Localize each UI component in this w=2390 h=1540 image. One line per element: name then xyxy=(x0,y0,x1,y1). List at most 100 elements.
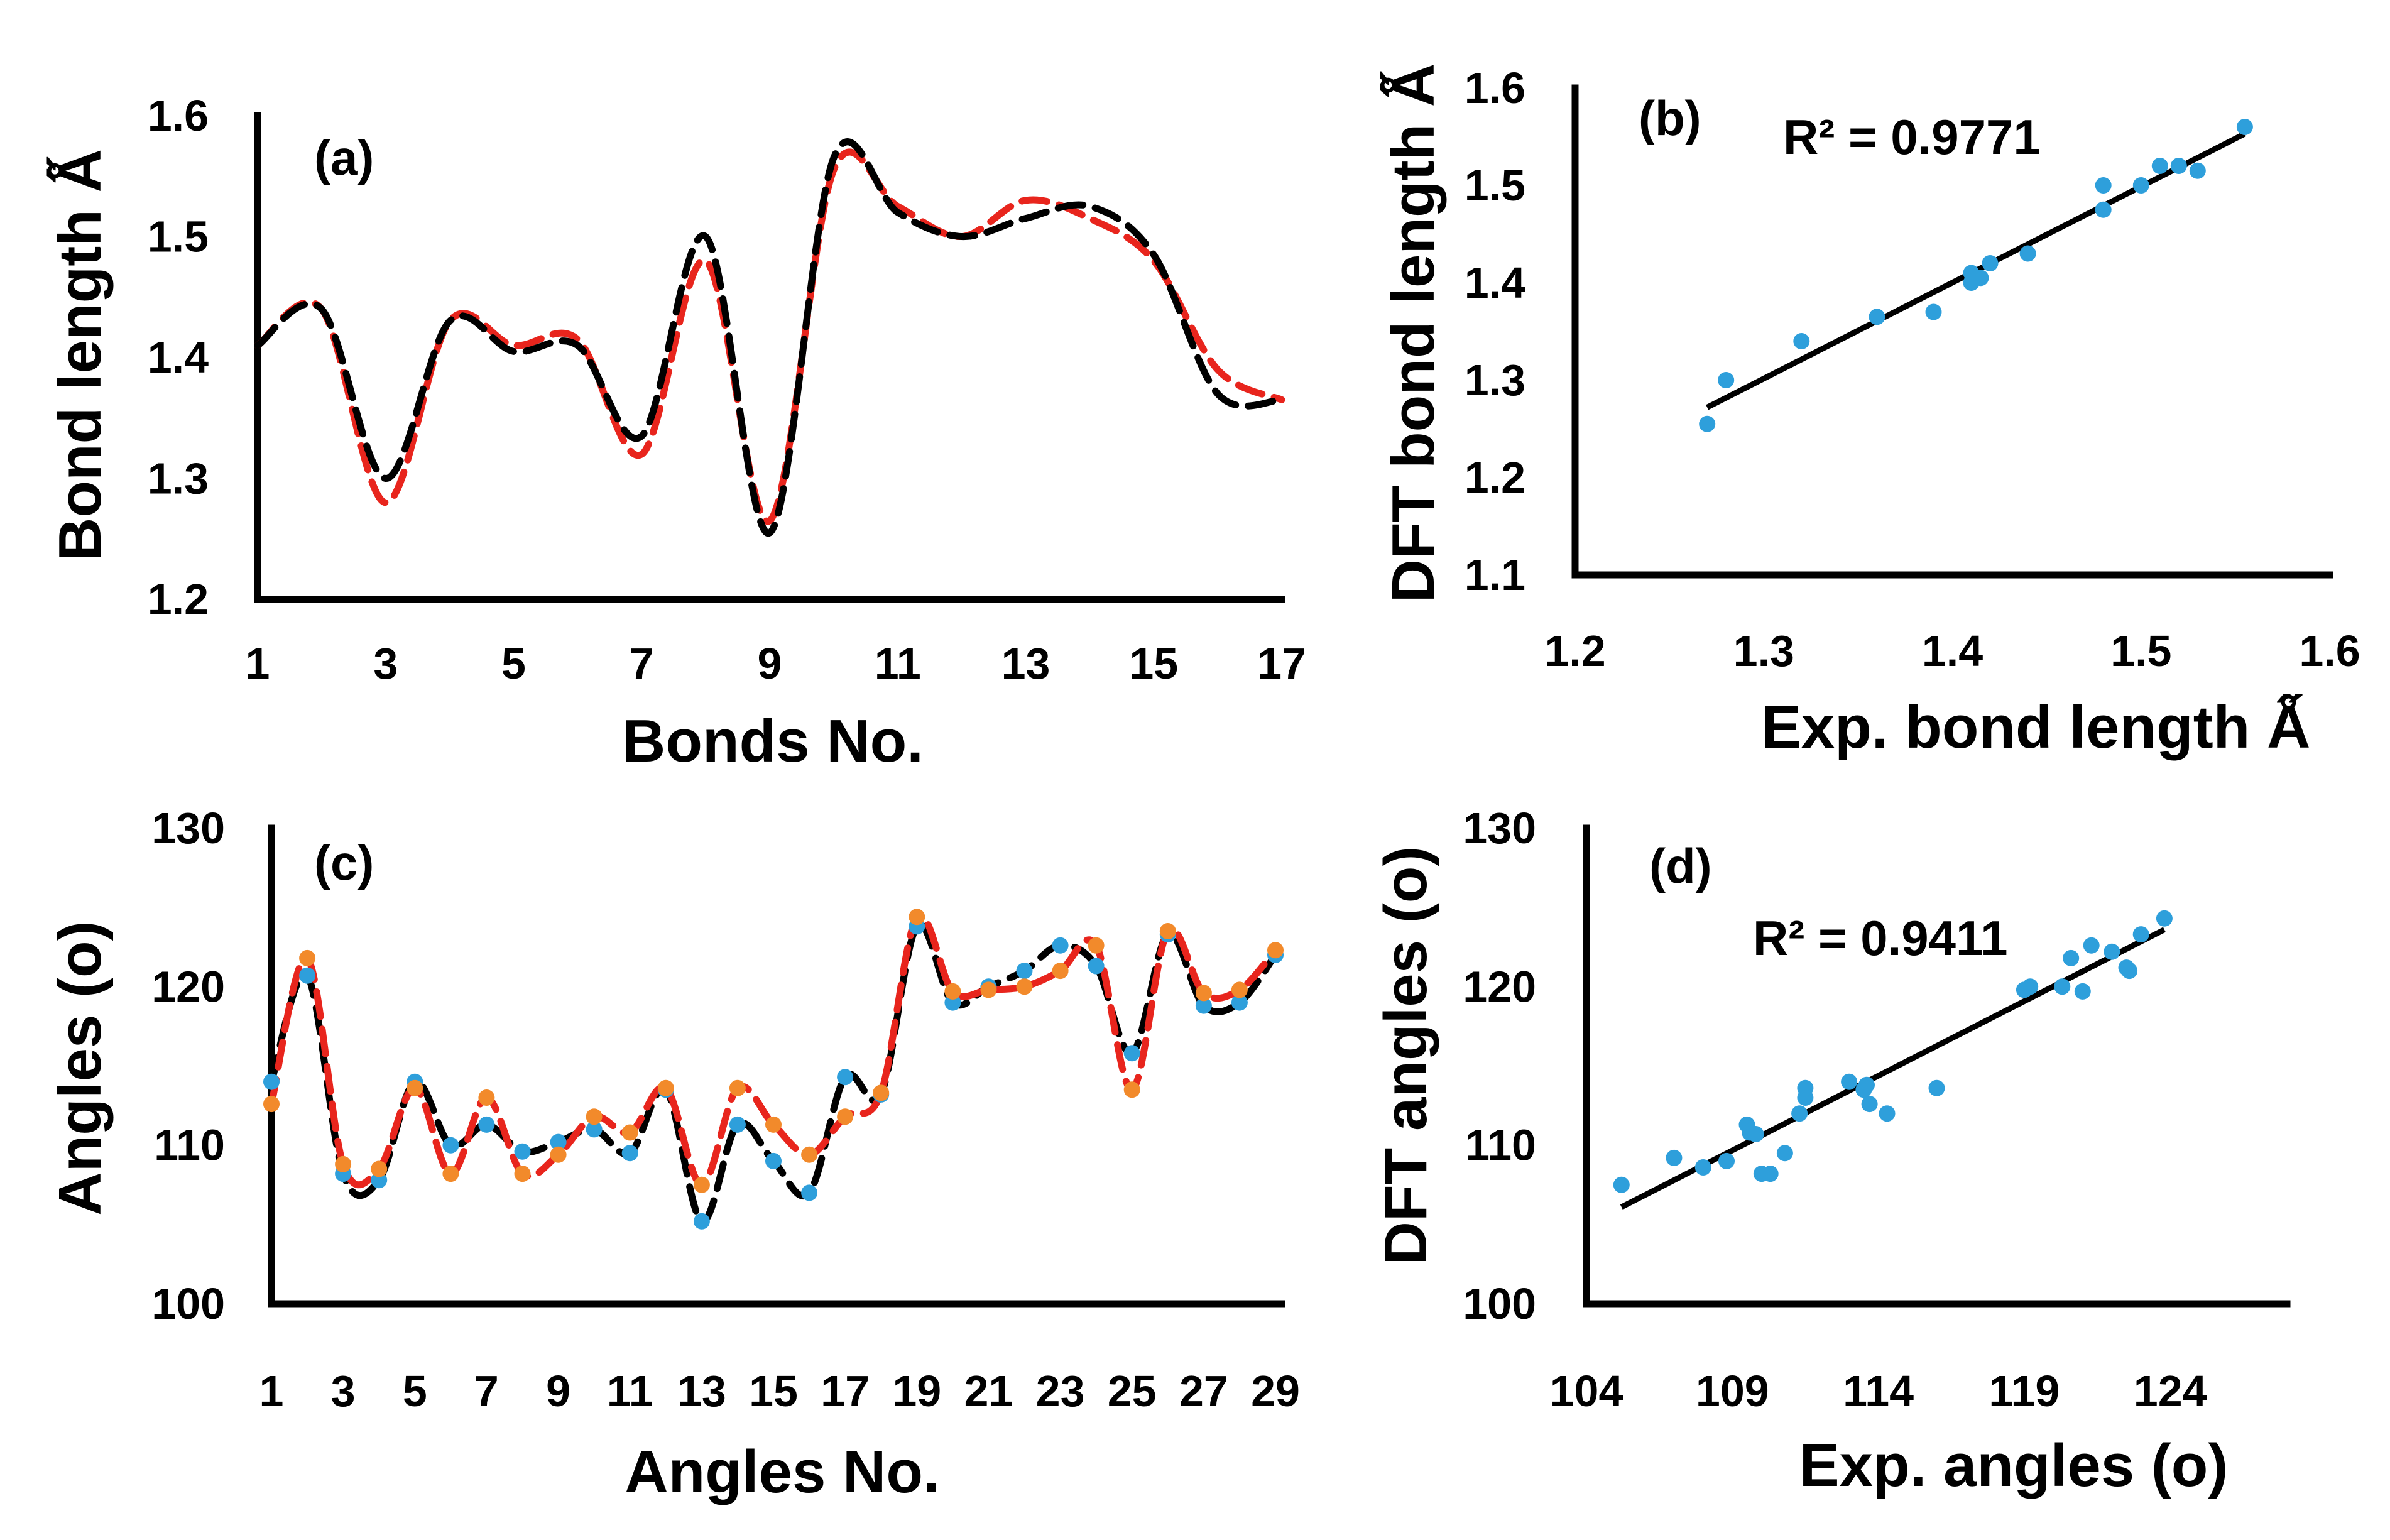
panel-d-r2-annotation: R² = 0.9411 xyxy=(1753,910,2007,966)
panel-c-series xyxy=(263,909,1284,1230)
panel-c-point-DFT xyxy=(729,1116,746,1133)
panel-d-x-tick-labels: 104 109 114 119 124 xyxy=(1550,1367,2207,1416)
panel-c-point-experimental xyxy=(873,1084,890,1101)
panel-c-y-axis-title: Angles (o) xyxy=(46,920,114,1215)
panel-c-point-experimental xyxy=(1123,1081,1140,1098)
panel-b-scatter-point xyxy=(2189,162,2206,179)
panel-c-point-experimental xyxy=(1159,923,1176,939)
panel-a-x-tick-label: 11 xyxy=(875,639,921,688)
panel-c-point-experimental xyxy=(407,1079,423,1096)
panel-b-x-tick-label: 1.2 xyxy=(1544,626,1605,675)
panel-b-label: (b) xyxy=(1639,90,1701,146)
panel-c-point-DFT xyxy=(263,1073,280,1090)
panel-d-label: (d) xyxy=(1649,838,1712,893)
panel-c-y-tick-label: 110 xyxy=(154,1121,225,1170)
panel-b-x-tick-label: 1.6 xyxy=(2299,626,2360,675)
panel-c-point-DFT xyxy=(1016,963,1033,980)
panel-c-point-experimental xyxy=(1195,985,1212,1002)
panel-c-x-tick-label: 3 xyxy=(331,1367,356,1416)
panel-b-scatter-point xyxy=(2095,177,2112,194)
panel-c-x-tick-label: 29 xyxy=(1251,1367,1300,1416)
panel-c-point-experimental xyxy=(514,1166,531,1182)
panel-c-point-DFT xyxy=(1088,958,1105,975)
panel-c-point-experimental xyxy=(550,1146,567,1163)
panel-a-y-tick-label: 1.4 xyxy=(148,333,209,382)
panel-c-point-DFT xyxy=(1052,937,1069,954)
panel-d-trendline xyxy=(1620,927,2166,1210)
panel-a-x-tick-label: 3 xyxy=(373,639,398,688)
panel-c-x-tick-label: 7 xyxy=(474,1367,499,1416)
panel-c-point-experimental xyxy=(1267,942,1284,959)
panel-c-x-tick-label: 17 xyxy=(821,1367,870,1416)
panel-a-x-axis-title: Bonds No. xyxy=(622,707,924,775)
panel-d-scatter-point xyxy=(2022,978,2039,995)
panel-b-scatter-point xyxy=(1869,309,1885,325)
panel-a-label: (a) xyxy=(314,130,374,185)
panel-c-point-experimental xyxy=(765,1116,782,1133)
panel-c-point-experimental xyxy=(944,983,961,1000)
panel-c-label: (c) xyxy=(314,835,374,890)
panel-c-point-experimental xyxy=(693,1176,710,1193)
panel-c-series-DFT xyxy=(268,920,1279,1225)
panel-b-y-axis-title: DFT bond length Å̋ xyxy=(1379,63,1447,603)
panel-b-points xyxy=(1699,119,2253,432)
panel-c-x-tick-label: 9 xyxy=(546,1367,570,1416)
panel-d-y-tick-label: 130 xyxy=(1463,804,1536,853)
panel-b-r2-annotation: R² = 0.9771 xyxy=(1783,109,2041,165)
panel-b-y-tick-label: 1.6 xyxy=(1465,63,1525,112)
panel-a-x-tick-labels: 1 3 5 7 9 11 13 15 17 xyxy=(246,639,1306,688)
panel-c-point-experimental xyxy=(442,1166,459,1182)
panel-b-scatter-point xyxy=(1982,255,1999,271)
panel-b-scatter-point xyxy=(1718,372,1735,388)
panel-b-scatter-point xyxy=(2132,177,2149,194)
panel-c-point-DFT xyxy=(478,1116,495,1133)
panel-d-scatter-point xyxy=(1718,1152,1735,1169)
panel-b-y-tick-label: 1.3 xyxy=(1465,356,1525,405)
panel-d-y-tick-label: 110 xyxy=(1465,1121,1536,1170)
panel-d-scatter-point xyxy=(1791,1105,1808,1122)
panel-c-y-tick-labels: 100 110 120 130 xyxy=(151,804,225,1328)
panel-b-x-tick-label: 1.4 xyxy=(1922,626,1983,675)
panel-a-y-tick-label: 1.5 xyxy=(148,212,209,261)
panel-c-x-tick-label: 19 xyxy=(892,1367,941,1416)
panel-d-x-tick-label: 109 xyxy=(1696,1367,1769,1416)
panel-d-scatter-point xyxy=(2121,963,2138,980)
panel-d-trendline-group xyxy=(1620,927,2166,1210)
panel-d-scatter-point xyxy=(1747,1126,1764,1142)
panel-a-series xyxy=(254,138,1285,537)
panel-d-scatter-point xyxy=(1858,1076,1875,1093)
panel-d-scatter-point xyxy=(2083,937,2100,954)
panel-c-x-tick-label: 21 xyxy=(964,1367,1013,1416)
panel-c-point-experimental xyxy=(299,949,316,966)
panel-c-point-DFT xyxy=(693,1213,710,1230)
panel-c-x-axis-title: Angles No. xyxy=(625,1438,939,1505)
panel-d-y-tick-label: 120 xyxy=(1463,962,1536,1011)
panel-a-x-tick-label: 13 xyxy=(1001,639,1050,688)
panel-c-point-DFT xyxy=(586,1121,603,1138)
panel-a-x-tick-label: 1 xyxy=(246,639,270,688)
panel-a-y-tick-label: 1.6 xyxy=(148,91,209,140)
panel-c-point-experimental xyxy=(980,981,997,998)
panel-b-y-tick-label: 1.2 xyxy=(1465,453,1525,502)
panel-d-y-tick-labels: 100 110 120 130 xyxy=(1463,804,1536,1328)
panel-b-scatter-point xyxy=(2095,201,2112,218)
panel-d-points xyxy=(1613,910,2173,1193)
panel-d-x-tick-label: 124 xyxy=(2134,1367,2207,1416)
panel-c-point-DFT xyxy=(621,1145,638,1162)
panel-d-scatter-point xyxy=(1776,1145,1793,1162)
panel-b-y-tick-label: 1.1 xyxy=(1465,550,1525,599)
panel-d-scatter-point xyxy=(2104,943,2120,960)
panel-d-scatter-point xyxy=(1762,1166,1779,1182)
panel-c-point-DFT xyxy=(801,1184,818,1201)
panel-c-point-DFT xyxy=(299,967,316,984)
panel-c-point-experimental xyxy=(1088,937,1105,954)
panel-c-x-tick-label: 15 xyxy=(749,1367,798,1416)
panel-c-point-DFT xyxy=(1195,997,1212,1014)
panel-b-scatter-point xyxy=(1963,275,1980,291)
panel-c-point-DFT xyxy=(765,1152,782,1169)
panel-b-scatter-point xyxy=(2236,119,2253,135)
panel-c-point-DFT xyxy=(442,1137,459,1154)
panel-c-x-tick-label: 5 xyxy=(403,1367,427,1416)
